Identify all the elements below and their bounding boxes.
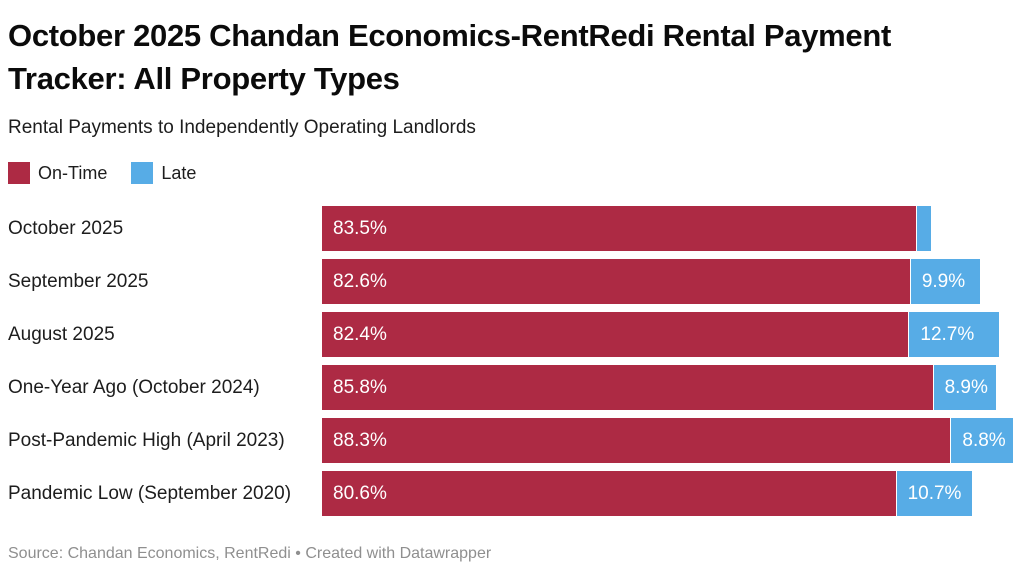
chart-row: October 2025 83.5% [8,206,1013,251]
bar-segment-on-time[interactable]: 80.6% [322,471,896,516]
bar-track: 82.6% 9.9% [322,259,1013,304]
legend-item-late: Late [131,162,196,184]
legend-item-on-time: On-Time [8,162,107,184]
source-note: Source: Chandan Economics, RentRedi • Cr… [8,545,492,562]
bar-track: 83.5% [322,206,1013,251]
bar-value-label: 82.4% [333,323,387,345]
bar-segment-late[interactable]: 10.7% [895,471,972,516]
bar-segment-on-time[interactable]: 85.8% [322,365,933,410]
bar-segment-on-time[interactable]: 82.4% [322,312,909,357]
bar-value-label: 85.8% [333,376,387,398]
bar-segment-late[interactable]: 12.7% [908,312,999,357]
bar-value-label: 8.9% [944,376,988,398]
bar-track: 88.3% 8.8% [322,418,1013,463]
chart-title: October 2025 Chandan Economics-RentRedi … [8,18,892,96]
category-label: Pandemic Low (September 2020) [8,482,292,504]
legend: On-Time Late [8,162,1024,184]
legend-label-late: Late [161,162,197,183]
chart-subtitle: Rental Payments to Independently Operati… [8,117,476,138]
bar-segment-on-time[interactable]: 82.6% [322,259,910,304]
bar-segment-late[interactable] [916,206,932,251]
bar-segment-late[interactable]: 8.9% [932,365,996,410]
category-label: One-Year Ago (October 2024) [8,376,260,398]
chart-row: September 2025 82.6% 9.9% [8,259,1013,304]
chart-row: One-Year Ago (October 2024) 85.8% 8.9% [8,365,1013,410]
bar-chart: October 2025 83.5% September 2025 82.6% 9.9%… [8,206,1013,516]
bar-track: 80.6% 10.7% [322,471,1013,516]
chart-row: Pandemic Low (September 2020) 80.6% 10.7% [8,471,1013,516]
late-swatch-icon [131,162,154,184]
category-label: Post-Pandemic High (April 2023) [8,429,285,451]
bar-segment-late[interactable]: 8.8% [950,418,1013,463]
bar-value-label: 8.8% [962,429,1006,451]
bar-track: 82.4% 12.7% [322,312,1013,357]
chart-row: August 2025 82.4% 12.7% [8,312,1013,357]
category-label: October 2025 [8,217,124,239]
bar-segment-on-time[interactable]: 88.3% [322,418,951,463]
chart-row: Post-Pandemic High (April 2023) 88.3% 8.8% [8,418,1013,463]
category-label: September 2025 [8,270,149,292]
bar-value-label: 12.7% [920,323,975,345]
on-time-swatch-icon [8,162,30,184]
bar-value-label: 88.3% [333,429,387,451]
legend-label-on-time: On-Time [38,162,108,183]
bar-segment-on-time[interactable]: 83.5% [322,206,917,251]
bar-value-label: 80.6% [333,482,387,504]
bar-value-label: 9.9% [921,270,966,292]
bar-track: 85.8% 8.9% [322,365,1013,410]
bar-value-label: 83.5% [333,217,387,239]
category-label: August 2025 [8,323,115,345]
bar-value-label: 10.7% [907,482,962,504]
bar-value-label: 82.6% [333,270,387,292]
bar-segment-late[interactable]: 9.9% [909,259,981,304]
